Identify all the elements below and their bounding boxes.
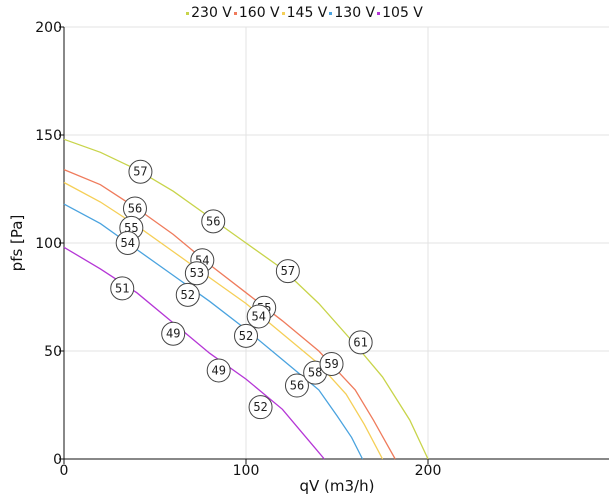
annotation-label: 49 xyxy=(166,327,180,341)
legend-label: 105 V xyxy=(382,5,423,21)
annotation-label: 56 xyxy=(290,379,304,393)
legend-swatch xyxy=(233,11,237,15)
annotation-label: 56 xyxy=(206,214,220,228)
legend-swatch xyxy=(281,11,285,15)
annotation-label: 52 xyxy=(253,400,267,414)
annotation-circle xyxy=(161,321,186,346)
annotation-label: 51 xyxy=(115,281,129,295)
legend-label: 230 V xyxy=(191,5,232,21)
x-tick-label: 200 xyxy=(415,463,442,479)
series-line xyxy=(63,203,364,460)
annotation-circle xyxy=(110,276,135,301)
legend-item: 105 V xyxy=(377,5,423,21)
annotation-label: 54 xyxy=(252,309,266,323)
annotation-circle xyxy=(275,259,300,284)
annotation-label: 53 xyxy=(190,266,204,280)
annotation-circle xyxy=(184,261,209,286)
x-tick-label: 0 xyxy=(60,463,69,479)
legend-swatch xyxy=(186,11,190,15)
legend-swatch xyxy=(377,11,381,15)
annotation-label: 52 xyxy=(181,288,195,302)
annotation-circle xyxy=(248,395,273,420)
annotation-circle xyxy=(175,282,200,307)
legend-item: 230 V xyxy=(186,5,232,21)
annotation-label: 58 xyxy=(308,366,322,380)
legend-swatch xyxy=(329,11,333,15)
annotation-label: 57 xyxy=(281,264,295,278)
series-line xyxy=(63,181,384,460)
annotation-label: 61 xyxy=(353,335,367,349)
x-axis-title: qV (m3/h) xyxy=(300,477,375,495)
legend-item: 145 V xyxy=(281,5,328,21)
y-tick-label: 200 xyxy=(35,20,62,36)
annotation-circle xyxy=(319,351,344,376)
annotation-circle xyxy=(246,304,271,329)
annotation-label: 59 xyxy=(324,357,338,371)
annotation-circle xyxy=(201,209,226,234)
legend-label: 160 V xyxy=(238,5,280,21)
annotation-label: 57 xyxy=(133,165,147,179)
annotation-label: 49 xyxy=(211,363,225,377)
y-tick-label: 50 xyxy=(44,344,62,360)
annotation-circle xyxy=(284,373,309,398)
series-line xyxy=(63,168,396,460)
y-axis-title: pfs [Pa] xyxy=(8,215,26,272)
legend-item: 130 V xyxy=(329,5,375,21)
annotation-circle xyxy=(234,323,258,348)
x-tick-label: 100 xyxy=(233,463,260,479)
legend-label: 130 V xyxy=(334,5,376,21)
annotation-circle xyxy=(115,231,140,255)
legend-item: 160 V xyxy=(233,5,280,21)
annotation-circle xyxy=(348,330,373,355)
annotation-label: 54 xyxy=(120,236,134,250)
y-tick-label: 150 xyxy=(35,128,62,144)
annotation-label: 52 xyxy=(239,329,253,343)
annotation-circle xyxy=(128,159,153,184)
y-tick-label: 0 xyxy=(53,452,62,468)
legend-label: 145 V xyxy=(286,5,328,21)
y-tick-label: 100 xyxy=(35,236,62,252)
legend: 230 V 160 V 145 V 130 V 105 V xyxy=(0,5,609,21)
annotation-circle xyxy=(206,358,231,383)
annotation-label: 56 xyxy=(128,201,142,215)
